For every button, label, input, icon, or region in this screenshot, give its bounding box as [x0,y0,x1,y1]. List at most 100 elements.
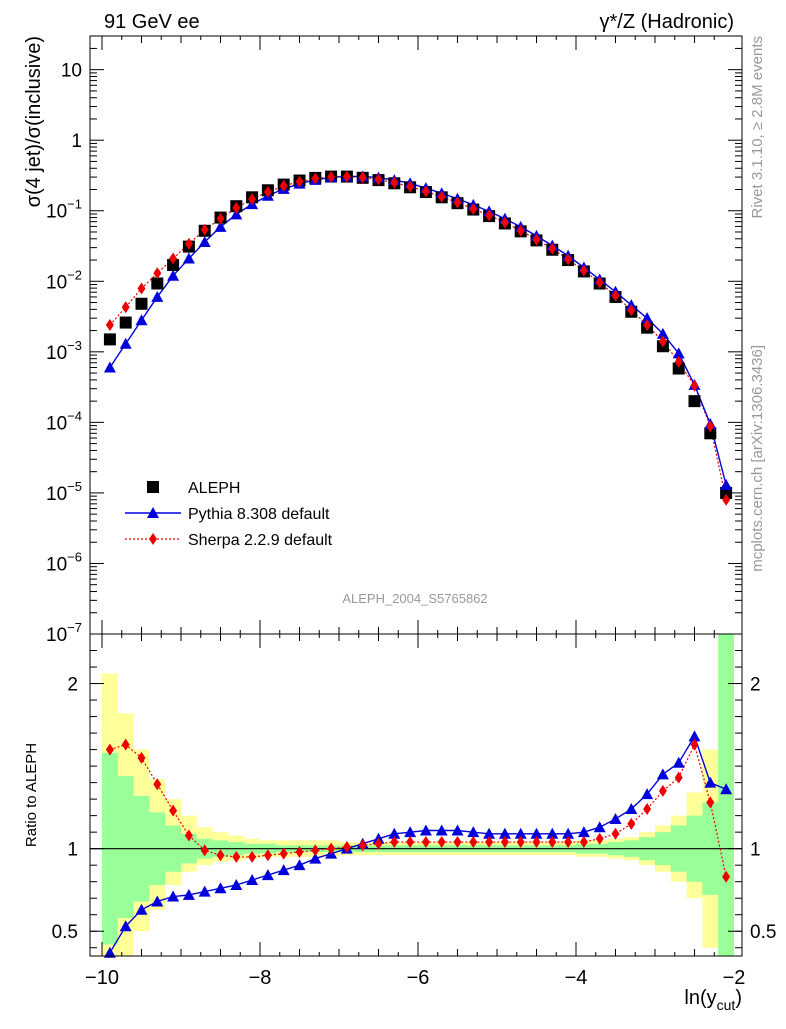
pythia-point [119,337,132,349]
pythia-ratio-point [656,768,669,780]
aleph-point [720,486,733,499]
pythia-ratio-point [277,864,290,876]
sherpa-ratio-point [421,836,430,849]
y-tick-label: 10−6 [46,549,82,575]
sherpa-point [184,237,193,250]
ratio-panel-frame [89,633,743,957]
sherpa-ratio-point [169,804,178,817]
pythia-ratio-point [704,776,717,788]
ratio-band-outer [102,634,734,956]
pythia-ratio-point [103,946,116,958]
sherpa-line [109,175,727,500]
sherpa-ratio-point [627,817,636,830]
sherpa-point [453,196,462,209]
sherpa-point [200,223,209,236]
sherpa-ratio-point [279,847,288,860]
pythia-ratio-line [109,734,727,954]
sherpa-ratio-point [311,844,320,857]
x-axis-label: ln(ycut) [684,987,742,1013]
ratio-tick-label: 0.5 [52,922,78,943]
sherpa-point [437,190,446,203]
sherpa-ratio-point [406,836,415,849]
sherpa-ratio-point [232,850,241,863]
x-tick-label: −2 [723,967,746,989]
pythia-ratio-point [498,827,511,839]
aleph-point [151,277,164,290]
sherpa-point [595,276,604,289]
sherpa-ratio-point [595,832,604,845]
sherpa-ratio-point [658,784,667,797]
sherpa-point [232,201,241,214]
legend-label: Sherpa 2.2.9 default [188,532,333,549]
ratio-tick-label: 1 [67,840,78,861]
sherpa-ratio-point [121,738,130,751]
aleph-point [135,297,148,310]
ratio-band-inner [102,634,734,956]
x-tick-label: −10 [85,967,119,989]
sherpa-ratio-point [485,836,494,849]
legend-label: Pythia 8.308 default [188,506,330,523]
sherpa-ratio-point [137,751,146,764]
sherpa-ratio-point [469,836,478,849]
pythia-ratio-point [467,826,480,838]
sherpa-ratio-point [690,738,699,751]
ratio-tick-label: 2 [67,675,78,696]
pythia-ratio-point [309,852,322,864]
sherpa-ratio-point [184,829,193,842]
pythia-ratio-point [293,859,306,871]
pythia-point [198,236,211,248]
x-tick-label: −8 [249,967,272,989]
pythia-point [214,220,227,232]
y-tick-label: 10−2 [46,267,82,293]
analysis-label: ALEPH_2004_S5765862 [342,591,487,606]
pythia-ratio-point [451,824,464,836]
pythia-ratio-point [261,869,274,881]
sherpa-ratio-point [706,796,715,809]
aleph-point [672,362,685,375]
pythia-ratio-point [530,827,543,839]
sherpa-point [500,216,509,229]
pythia-ratio-point [625,803,638,815]
sherpa-ratio-point [722,870,731,883]
sherpa-point [643,319,652,332]
sherpa-ratio-point [674,771,683,784]
pythia-point [103,361,116,373]
pythia-point [672,347,685,359]
y-tick-label: 10 [61,61,82,82]
y-tick-label: 10−4 [46,408,82,434]
legend: ALEPH Pythia 8.308 default Sherpa 2.2.9 de… [125,480,333,549]
sherpa-point [469,202,478,215]
sherpa-point [263,185,272,198]
sherpa-point [611,289,620,302]
pythia-ratio-point [609,812,622,824]
pythia-point [151,290,164,302]
sherpa-point [279,179,288,192]
pythia-ratio-point [483,827,496,839]
ratio-tick-label-right: 0.5 [750,922,776,943]
sherpa-ratio-point [327,842,336,855]
x-tick-label: −4 [565,967,588,989]
legend-sherpa-marker [149,533,157,545]
sherpa-point [311,172,320,185]
pythia-ratio-point [720,783,733,795]
pythia-ratio-point [198,885,211,897]
x-tick-label: −6 [407,967,430,989]
sherpa-point [374,173,383,186]
pythia-ratio-point [404,826,417,838]
sherpa-point [105,319,114,332]
y-tick-label: 10−7 [46,620,82,646]
sherpa-ratio-point [532,836,541,849]
ratio-tick-label-right: 2 [750,675,761,696]
sherpa-ratio-point [453,836,462,849]
sherpa-point [342,170,351,183]
sherpa-point [548,242,557,255]
sherpa-point [674,355,683,368]
side-label-top: Rivet 3.1.10, ≥ 2.8M events [749,36,766,219]
ratio-tick-label-right: 1 [750,840,761,861]
sherpa-ratio-line [109,742,727,877]
sherpa-ratio-point [564,836,573,849]
sherpa-point [564,253,573,266]
sherpa-point [121,301,130,314]
sherpa-point [690,379,699,392]
